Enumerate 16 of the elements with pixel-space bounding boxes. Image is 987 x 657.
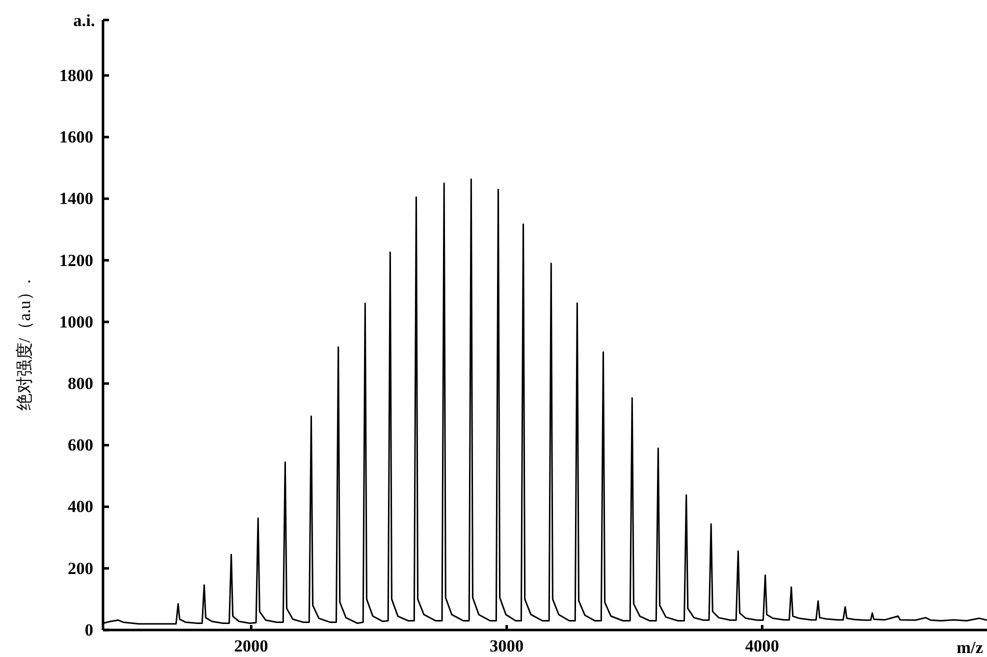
y-tick-label: 400 xyxy=(68,497,94,516)
y-axis-title: 绝对强度/（a.u）. xyxy=(15,279,34,411)
x-tick-label: 3000 xyxy=(490,636,524,656)
y-tick-label: 200 xyxy=(68,558,94,578)
x-tick-label: 4000 xyxy=(745,636,780,656)
y-tick-label: 0 xyxy=(84,620,94,640)
y-tick-label: 1800 xyxy=(59,66,94,85)
y-tick-label: 800 xyxy=(68,374,94,393)
y-tick-label: 1400 xyxy=(59,189,94,208)
y-tick-label: 1600 xyxy=(59,128,94,147)
y-tick-label: 600 xyxy=(68,436,94,455)
text: a.i. xyxy=(73,11,95,30)
y-tick-label: 1200 xyxy=(59,250,94,270)
x-tick-label: 2000 xyxy=(234,636,268,656)
x-axis-title: m/z xyxy=(956,638,984,657)
y-tick-label: 1000 xyxy=(59,312,94,332)
